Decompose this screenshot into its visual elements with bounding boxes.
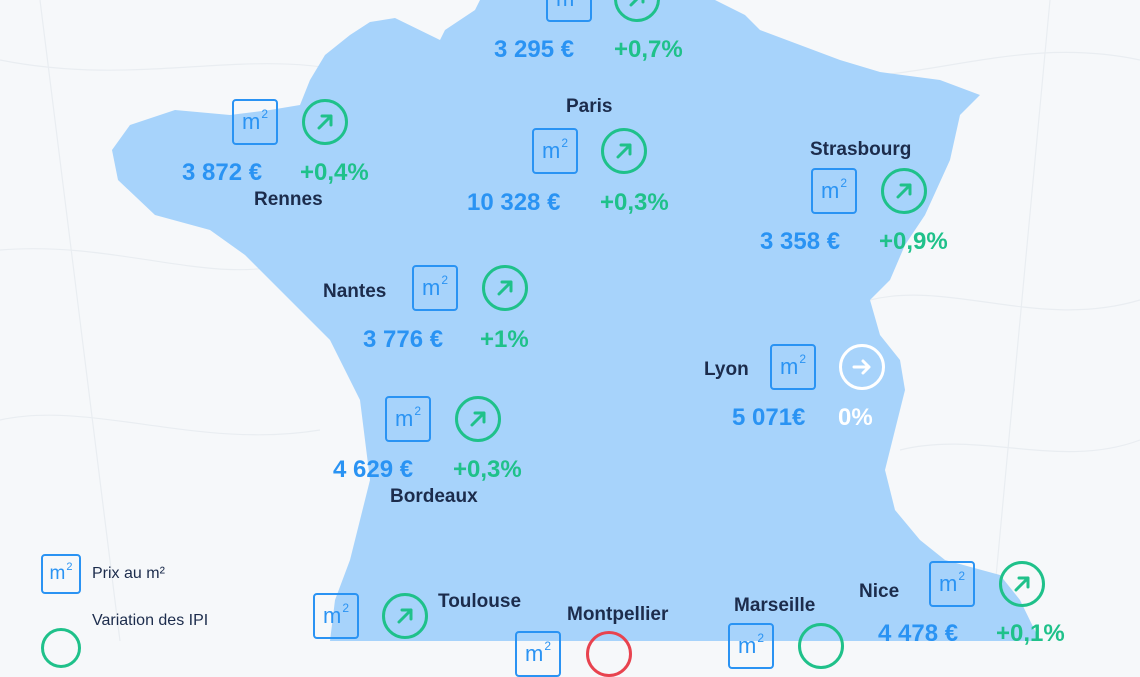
trend-up-icon [455,396,501,442]
variation-value: +0,4% [300,159,369,186]
price-value: 10 328 € [467,189,561,216]
m2-icon-sup: 2 [799,352,806,366]
m2-icon-sup: 2 [66,561,73,573]
price-value: 3 872 € [182,159,263,186]
city-name-montpellier: Montpellier [567,604,669,625]
price-value: 3 295 € [494,36,575,63]
trend-flat-icon [839,344,885,390]
variation-value: +0,3% [600,189,669,216]
legend-price-label: Prix au m² [92,565,165,582]
price-value: 4 478 € [878,620,959,647]
trend-up-icon [881,168,927,214]
m2-icon-sup: 2 [840,176,847,190]
m2-icon-label: m [394,406,414,431]
city-name-bordeaux: Bordeaux [390,486,478,507]
m2-icon-label: m [421,275,441,300]
m2-icon-label: m [938,571,958,596]
variation-value: +0,1% [996,620,1065,647]
m2-icon-sup: 2 [342,601,349,615]
m2-icon-label: m [322,603,342,628]
city-name-rennes: Rennes [254,189,323,210]
city-name-strasbourg: Strasbourg [810,139,912,160]
city-name-paris: Paris [566,96,613,117]
trend-up-icon [382,593,428,639]
map-background [0,0,1140,641]
france-mainland-shape [112,0,1040,641]
legend-variation-icon [41,628,81,668]
trend-up-icon [798,623,844,669]
price-value: 4 629 € [333,456,414,483]
variation-value: +1% [480,326,529,353]
price-per-m2-icon: m2 [546,0,592,22]
trend-up-icon [302,99,348,145]
price-value: 3 776 € [363,326,444,353]
m2-icon-label: m [541,138,561,163]
variation-value: +0,7% [614,36,683,63]
city-name-nice: Nice [859,581,900,602]
variation-value: +0,3% [453,456,522,483]
legend-variation-label: Variation des IPI [92,612,209,629]
m2-icon-label: m [524,641,544,666]
city-name-lyon: Lyon [704,359,749,380]
m2-icon-sup: 2 [414,404,421,418]
m2-icon-label: m [779,354,799,379]
m2-icon-sup: 2 [544,639,551,653]
m2-icon-label: m [556,0,574,12]
price-value: 5 071€ [732,404,806,431]
trend-down-icon [586,631,632,677]
trend-up-icon [482,265,528,311]
city-name-toulouse: Toulouse [438,591,522,612]
trend-up-icon [999,561,1045,607]
m2-icon-label: m [241,109,261,134]
m2-icon-label: m [737,633,757,658]
m2-icon-label: m [49,563,66,584]
m2-icon-sup: 2 [561,136,568,150]
variation-value: 0% [838,404,873,431]
variation-value: +0,9% [879,228,948,255]
price-value: 3 358 € [760,228,841,255]
trend-up-icon [601,128,647,174]
m2-icon-sup: 2 [958,569,965,583]
city-name-marseille: Marseille [734,595,816,616]
city-name-nantes: Nantes [323,281,387,302]
m2-icon-sup: 2 [441,273,448,287]
m2-icon-label: m [820,178,840,203]
m2-icon-sup: 2 [261,107,268,121]
m2-icon-sup: 2 [757,631,764,645]
